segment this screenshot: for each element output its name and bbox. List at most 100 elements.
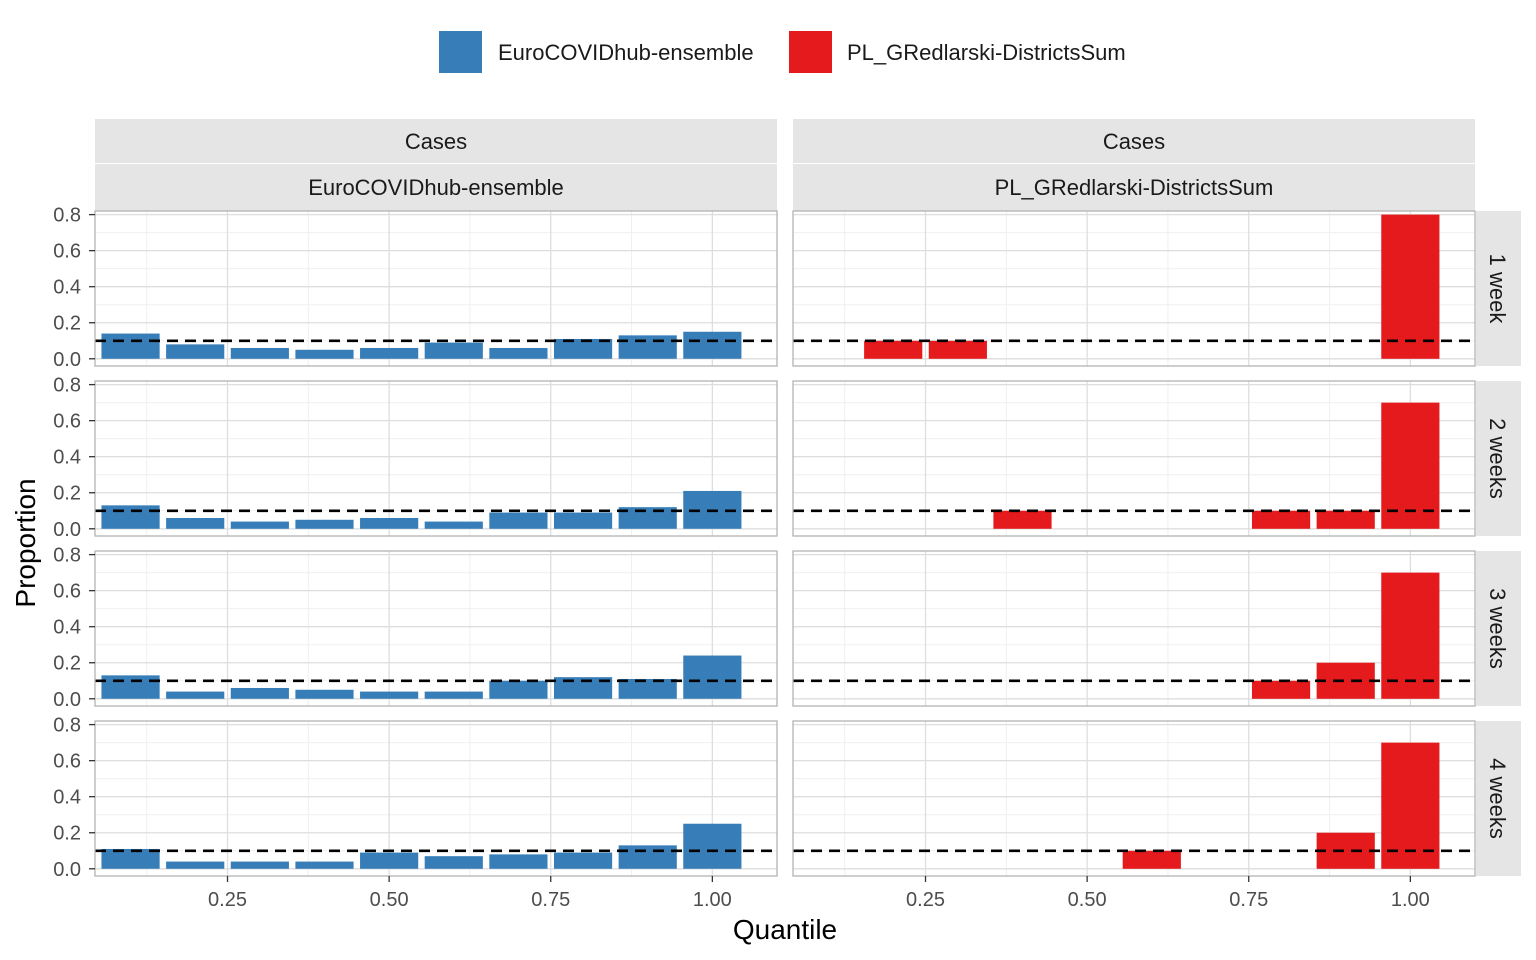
x-axis: 0.25 0.50 0.75 1.00 0.25 0.50 0.75 1.00 bbox=[208, 876, 1430, 911]
bar-4-weeks-q0.5 bbox=[360, 852, 419, 869]
row-strip-label-2-weeks: 2 weeks bbox=[1485, 418, 1510, 499]
y-tick-label: 0.8 bbox=[53, 375, 81, 397]
legend: EuroCOVIDhub-ensemble PL_GRedlarski-Distr… bbox=[439, 31, 1126, 73]
bar-1-week-q0.7 bbox=[489, 347, 548, 359]
bar-1-week-q0.4 bbox=[295, 349, 354, 359]
bar-1-week-q1 bbox=[683, 331, 742, 359]
bar-1-week-q0.9 bbox=[618, 335, 677, 359]
bar-2-weeks-q1 bbox=[1381, 402, 1440, 529]
bar-3-weeks-q0.9 bbox=[618, 678, 677, 699]
x-axis-title: Quantile bbox=[733, 914, 837, 945]
panel-border bbox=[792, 550, 1476, 707]
bar-2-weeks-q0.8 bbox=[1251, 510, 1311, 529]
bar-4-weeks-q0.7 bbox=[489, 854, 548, 869]
x-tick-label: 0.75 bbox=[531, 889, 570, 911]
bar-3-weeks-q0.3 bbox=[230, 687, 289, 699]
y-tick-label: 0.8 bbox=[53, 205, 81, 227]
y-tick-label: 0.4 bbox=[53, 617, 81, 639]
bar-3-weeks-q0.9 bbox=[1316, 662, 1375, 699]
y-tick-label: 0.8 bbox=[53, 715, 81, 737]
y-tick-label: 0.0 bbox=[53, 689, 81, 711]
legend-key-eurocovidhub-ensemble bbox=[439, 31, 482, 73]
y-tick-label: 0.2 bbox=[53, 483, 81, 505]
row-strip-label-4-weeks: 4 weeks bbox=[1485, 758, 1510, 839]
panel-border bbox=[792, 720, 1476, 877]
y-tick-label: 0.6 bbox=[53, 241, 81, 263]
x-tick-label: 0.50 bbox=[1068, 889, 1107, 911]
y-tick-label: 0.4 bbox=[53, 447, 81, 469]
bar-2-weeks-q0.8 bbox=[553, 512, 613, 529]
y-tick-label: 0.0 bbox=[53, 859, 81, 881]
y-tick-label: 0.6 bbox=[53, 751, 81, 773]
bar-4-weeks-q0.3 bbox=[230, 861, 289, 869]
strip-label-model: EuroCOVIDhub-ensemble bbox=[308, 175, 564, 200]
bar-3-weeks-q0.4 bbox=[295, 689, 354, 699]
strip-label-cases: Cases bbox=[405, 129, 467, 154]
row-strip-label-1-week: 1 week bbox=[1485, 254, 1510, 325]
row-strip-bg bbox=[1476, 211, 1521, 366]
bar-4-weeks-q0.4 bbox=[295, 861, 354, 869]
y-tick-label: 0.4 bbox=[53, 787, 81, 809]
panel-border bbox=[94, 380, 778, 537]
y-tick-label: 0.2 bbox=[53, 653, 81, 675]
bar-1-week-q1 bbox=[1381, 214, 1440, 359]
bar-2-weeks-q0.9 bbox=[1316, 510, 1375, 529]
bar-2-weeks-q0.9 bbox=[618, 507, 677, 529]
panel-pl-gredlarski-districtssum-1-week bbox=[792, 210, 1476, 367]
x-tick-label: 0.25 bbox=[906, 889, 945, 911]
bar-4-weeks-q0.2 bbox=[166, 861, 225, 869]
row-strip-label-3-weeks: 3 weeks bbox=[1485, 588, 1510, 669]
bar-1-week-q0.2 bbox=[864, 340, 923, 359]
bar-4-weeks-q0.9 bbox=[618, 845, 677, 869]
legend-key-pl-gredlarski-districtssum bbox=[789, 31, 832, 73]
y-axis: 0.0 0.2 0.4 0.6 0.8 0.0 0.2 0.4 0.6 0.8 0.0 0.2 0.4 0… bbox=[53, 205, 95, 881]
bar-3-weeks-q0.8 bbox=[553, 677, 613, 699]
panel-pl-gredlarski-districtssum-2-weeks bbox=[792, 380, 1476, 537]
x-tick-label: 1.00 bbox=[693, 889, 732, 911]
y-tick-label: 0.6 bbox=[53, 411, 81, 433]
y-tick-label: 0.2 bbox=[53, 823, 81, 845]
legend-label-pl-gredlarski-districtssum: PL_GRedlarski-DistrictsSum bbox=[847, 40, 1126, 65]
bar-1-week-q0.3 bbox=[230, 347, 289, 359]
facet-panels bbox=[94, 210, 1476, 877]
x-tick-label: 0.25 bbox=[208, 889, 247, 911]
bar-2-weeks-q0.7 bbox=[489, 512, 548, 529]
y-tick-label: 0.8 bbox=[53, 545, 81, 567]
strip-bg-outer bbox=[95, 119, 777, 163]
row-strip-bg bbox=[1476, 551, 1521, 706]
bar-4-weeks-q1 bbox=[683, 823, 742, 869]
bar-1-week-q0.3 bbox=[928, 340, 987, 359]
strip-bg-model bbox=[95, 164, 777, 211]
strip-label-model: PL_GRedlarski-DistrictsSum bbox=[995, 175, 1274, 200]
panel-border bbox=[94, 210, 778, 367]
bar-1-week-q0.8 bbox=[553, 338, 613, 359]
panel-pl-gredlarski-districtssum-3-weeks bbox=[792, 550, 1476, 707]
row-strip-bg bbox=[1476, 721, 1521, 876]
panel-eurocovidhub-ensemble-1-week bbox=[94, 210, 778, 367]
bar-3-weeks-q0.6 bbox=[424, 691, 483, 699]
panel-eurocovidhub-ensemble-3-weeks bbox=[94, 550, 778, 707]
bar-4-weeks-q0.8 bbox=[553, 852, 613, 869]
bar-4-weeks-q1 bbox=[1381, 742, 1440, 869]
bar-3-weeks-q0.8 bbox=[1251, 680, 1311, 699]
panel-eurocovidhub-ensemble-2-weeks bbox=[94, 380, 778, 537]
strip-label-cases: Cases bbox=[1103, 129, 1165, 154]
bar-1-week-q0.5 bbox=[360, 347, 419, 359]
panel-border bbox=[94, 720, 778, 877]
y-tick-label: 0.6 bbox=[53, 581, 81, 603]
bar-1-week-q0.1 bbox=[101, 333, 160, 359]
y-axis-title: Proportion bbox=[10, 478, 41, 607]
bar-1-week-q0.6 bbox=[424, 342, 483, 359]
x-tick-label: 1.00 bbox=[1391, 889, 1430, 911]
panel-pl-gredlarski-districtssum-4-weeks bbox=[792, 720, 1476, 877]
bar-4-weeks-q0.9 bbox=[1316, 832, 1375, 869]
bar-2-weeks-q0.5 bbox=[360, 517, 419, 529]
bar-2-weeks-q0.6 bbox=[424, 521, 483, 529]
bar-3-weeks-q1 bbox=[1381, 572, 1440, 699]
panel-border bbox=[792, 380, 1476, 537]
row-strip-bg bbox=[1476, 381, 1521, 536]
strip-bg-model bbox=[793, 164, 1475, 211]
y-tick-label: 0.0 bbox=[53, 519, 81, 541]
x-tick-label: 0.75 bbox=[1229, 889, 1268, 911]
bar-4-weeks-q0.1 bbox=[101, 848, 160, 869]
